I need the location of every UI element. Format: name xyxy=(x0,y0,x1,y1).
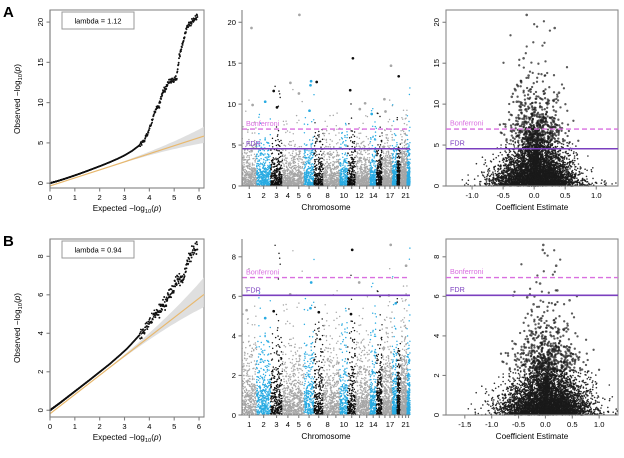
svg-text:1: 1 xyxy=(73,193,77,202)
panel-letter-b: B xyxy=(3,233,14,250)
panel-a-qq-plot: 0 1 2 3 4 5 6 0 5 10 15 20 Expected −log10(p) Observe… xyxy=(8,0,208,229)
svg-text:5: 5 xyxy=(172,193,176,202)
svg-text:Observed −log10(p): Observed −log10(p) xyxy=(13,64,24,134)
svg-text:Expected −log10(p): Expected −log10(p) xyxy=(93,204,162,215)
panel-b: B 0 1 2 3 4 5 6 0 2 4 6 8 Expected −log10(p) Observed… xyxy=(0,229,624,458)
svg-text:2: 2 xyxy=(98,193,102,202)
svg-text:20: 20 xyxy=(36,18,45,26)
svg-text:15: 15 xyxy=(36,58,45,66)
panel-b-volcano-plot: Bonferroni FDR -1.5 -1.0 -0.5 0.0 0.5 1.0 0 2 4 6 8 C… xyxy=(416,229,622,458)
panel-a: A 0 1 2 3 4 5 6 0 5 10 15 20 Expected −log10(p) Obser… xyxy=(3,0,622,229)
svg-text:3: 3 xyxy=(122,193,126,202)
svg-text:5: 5 xyxy=(36,141,45,145)
svg-text:6: 6 xyxy=(197,193,201,202)
svg-text:0: 0 xyxy=(36,181,45,185)
svg-text:4: 4 xyxy=(147,193,151,202)
panel-b-qq-plot: 0 1 2 3 4 5 6 0 2 4 6 8 Expected −log10(p) Observed −… xyxy=(8,229,208,458)
panel-letter-a: A xyxy=(3,4,14,21)
svg-text:lambda = 1.12: lambda = 1.12 xyxy=(74,17,121,26)
panel-b-manhattan-plot: Bonferroni FDR 0 2 4 6 8 1 2 3 4 5 6 8 10 12 14 17 21 Chrom… xyxy=(212,229,414,458)
panel-a-manhattan-plot: Bonferroni FDR 0 5 10 15 20 1 2 3 4 5 6 8 10 12 14 17 21 Ch… xyxy=(212,0,414,229)
svg-text:0: 0 xyxy=(48,193,52,202)
panel-a-volcano-plot: Bonferroni FDR -1.0 -0.5 0.0 0.5 1.0 0 5 10 15 20 Co… xyxy=(416,0,622,229)
svg-text:10: 10 xyxy=(36,98,45,106)
